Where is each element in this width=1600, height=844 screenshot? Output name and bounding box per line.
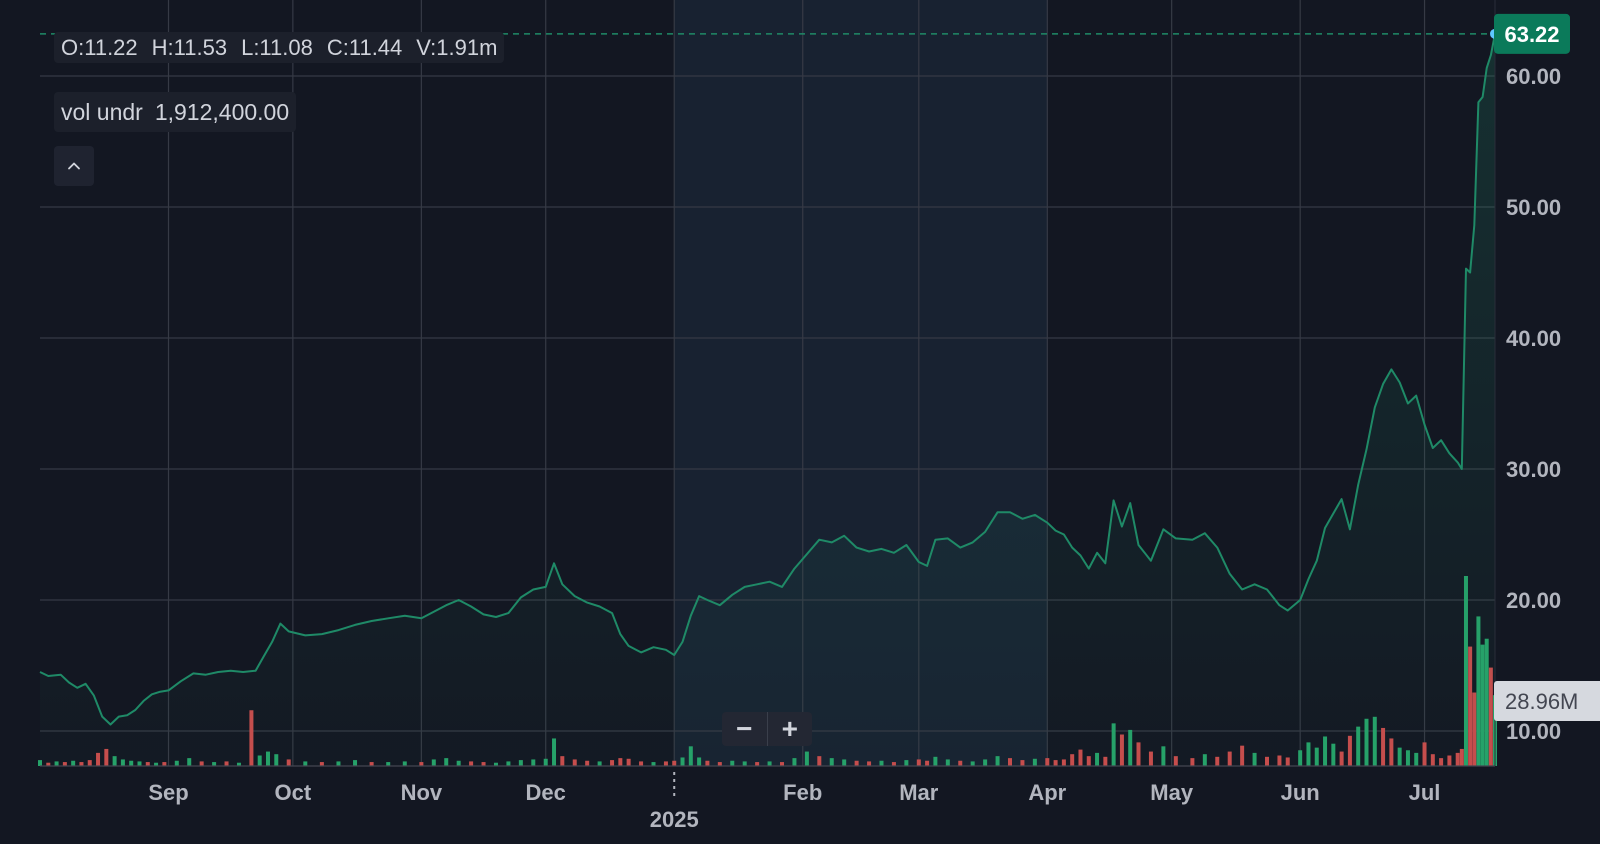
last-price-badge: [1494, 13, 1570, 54]
ohlc-low: L:11.08: [241, 34, 313, 60]
zoom-divider: [766, 712, 768, 746]
zoom-out-button[interactable]: −: [736, 713, 753, 744]
x-tick-label: Feb: [783, 780, 822, 805]
volume-study-value: 1,912,400.00: [154, 98, 290, 125]
y-tick-label: 50.00: [1506, 195, 1561, 220]
x-tick-label: Oct: [275, 780, 312, 805]
x-tick-label: Nov: [401, 780, 443, 805]
ohlc-volume: V:1.91m: [416, 34, 498, 60]
x-tick-label: Sep: [148, 780, 188, 805]
x-tick-label: Dec: [526, 780, 566, 805]
chevron-up-icon: [68, 162, 80, 170]
x-tick-label: Jun: [1281, 780, 1320, 805]
y-tick-label: 60.00: [1506, 64, 1561, 89]
volume-axis-label: 28.96M: [1505, 689, 1578, 714]
price-area: [40, 33, 1495, 767]
volume-axis-badge: [1494, 681, 1600, 721]
collapse-legend-button[interactable]: [54, 146, 94, 186]
y-tick-label: 20.00: [1506, 588, 1561, 613]
volume-study-label: vol undr: [61, 98, 143, 125]
y-tick-label: 10.00: [1506, 719, 1561, 744]
zoom-controls: − +: [722, 712, 812, 746]
x-tick-label: May: [1150, 780, 1194, 805]
ohlc-high: H:11.53: [151, 34, 228, 60]
last-price-label: 63.22: [1504, 22, 1559, 47]
ohlc-legend: O:11.22 H:11.53 L:11.08 C:11.44 V:1.91m: [54, 32, 505, 63]
x-tick-label: Apr: [1028, 780, 1066, 805]
ohlc-open: O:11.22: [61, 34, 138, 60]
x-tick-label: Mar: [899, 780, 939, 805]
year-label: 2025: [650, 807, 699, 832]
ohlc-close: C:11.44: [326, 34, 403, 60]
y-tick-label: 40.00: [1506, 326, 1561, 351]
y-tick-label: 30.00: [1506, 457, 1561, 482]
x-tick-label: Jul: [1409, 780, 1441, 805]
zoom-in-button[interactable]: +: [781, 713, 798, 744]
price-line: [39, 33, 1496, 726]
volume-study-legend[interactable]: vol undr 1,912,400.00: [54, 92, 297, 132]
